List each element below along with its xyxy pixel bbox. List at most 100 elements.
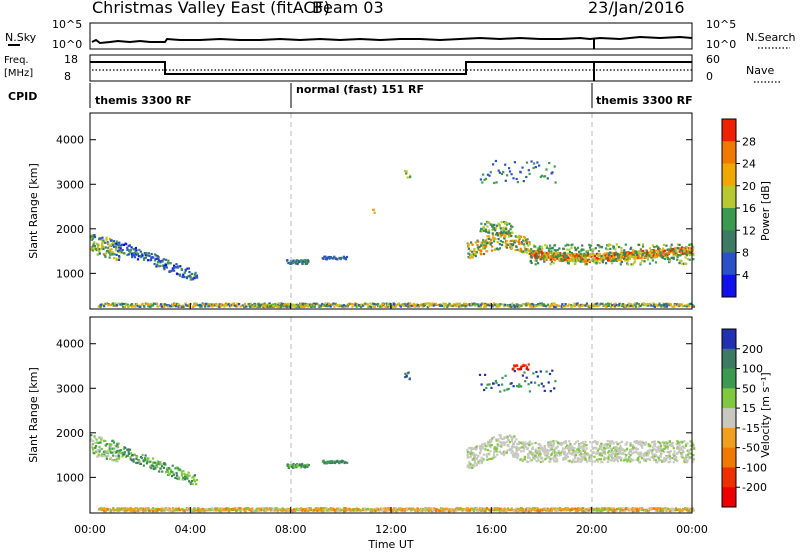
data-cell	[110, 510, 113, 513]
data-cell	[472, 303, 475, 306]
data-cell	[560, 444, 563, 447]
data-cell	[545, 168, 548, 171]
data-cell	[366, 303, 369, 306]
data-cell	[257, 507, 260, 510]
data-cell	[126, 248, 129, 251]
data-cell	[631, 444, 635, 447]
data-cell	[653, 303, 656, 306]
data-cell	[645, 452, 648, 455]
data-cell	[603, 252, 606, 255]
data-cell	[370, 305, 373, 309]
data-cell	[105, 302, 108, 305]
data-cell	[531, 446, 534, 449]
data-cell	[222, 303, 226, 306]
data-cell	[540, 250, 543, 253]
data-cell	[555, 304, 558, 307]
data-cell	[211, 305, 214, 308]
data-cell	[102, 455, 105, 458]
data-cell	[621, 451, 624, 454]
data-cell	[482, 302, 485, 305]
data-cell	[691, 248, 694, 252]
data-cell	[524, 240, 527, 243]
data-cell	[690, 302, 693, 305]
data-cell	[611, 440, 614, 443]
data-cell	[227, 510, 231, 513]
data-cell	[507, 243, 510, 246]
data-cell	[555, 454, 558, 457]
data-cell	[344, 256, 347, 260]
data-cell	[178, 274, 181, 277]
freq-unit-label: [MHz]	[4, 68, 33, 79]
data-cell	[675, 252, 678, 255]
data-cell	[661, 255, 664, 258]
data-cell	[228, 305, 231, 308]
data-cell	[468, 446, 471, 450]
data-cell	[489, 241, 492, 244]
data-cell	[354, 304, 357, 307]
data-cell	[264, 304, 267, 307]
data-cell	[93, 236, 97, 239]
data-cell	[247, 507, 250, 510]
colorbar-tick-label: 20	[742, 180, 756, 193]
data-cell	[271, 305, 274, 308]
data-cell	[188, 271, 191, 274]
data-cell	[538, 443, 541, 446]
data-cell	[344, 507, 347, 510]
data-cell	[316, 507, 319, 510]
data-cell	[577, 459, 580, 462]
data-cell	[474, 252, 477, 255]
data-cell	[111, 252, 114, 256]
data-cell	[534, 245, 537, 248]
data-cell	[364, 302, 367, 305]
data-cell	[687, 252, 690, 255]
data-cell	[514, 303, 518, 306]
data-cell	[233, 302, 236, 305]
data-cell	[343, 304, 346, 307]
data-cell	[112, 302, 115, 305]
data-cell	[334, 461, 337, 465]
data-cell	[95, 249, 98, 252]
data-cell	[417, 304, 420, 307]
data-cell	[291, 262, 295, 265]
data-cell	[233, 508, 236, 511]
data-cell	[666, 248, 669, 251]
data-cell	[511, 225, 514, 228]
data-cell	[124, 455, 128, 459]
data-cell	[541, 456, 544, 460]
data-cell	[96, 253, 99, 256]
data-cell	[520, 450, 523, 453]
data-cell	[95, 242, 98, 245]
data-cell	[115, 257, 118, 260]
data-cell	[639, 452, 643, 455]
data-cell	[112, 243, 115, 246]
data-cell	[679, 259, 682, 262]
data-cell	[468, 466, 471, 470]
data-cell	[156, 508, 159, 511]
data-cell	[384, 305, 387, 308]
data-cell	[498, 507, 501, 511]
data-cell	[281, 509, 284, 512]
data-cell	[495, 233, 498, 236]
data-cell	[665, 509, 668, 512]
data-cell	[567, 256, 570, 259]
data-cell	[101, 455, 104, 458]
data-cell	[530, 253, 533, 256]
data-cell	[560, 451, 563, 454]
data-cell	[388, 302, 391, 305]
data-cell	[654, 454, 657, 457]
data-cell	[507, 229, 510, 233]
data-cell	[116, 249, 120, 253]
data-cell	[456, 509, 459, 512]
data-cell	[107, 452, 110, 455]
data-cell	[661, 303, 664, 307]
data-cell	[296, 305, 300, 308]
data-cell	[599, 447, 602, 450]
data-cell	[152, 457, 155, 460]
data-cell	[343, 510, 346, 513]
data-cell	[593, 257, 596, 260]
data-cell	[653, 448, 656, 451]
data-cell	[677, 508, 680, 511]
data-cell	[513, 305, 516, 308]
data-cell	[552, 507, 555, 511]
data-cell	[620, 459, 623, 462]
